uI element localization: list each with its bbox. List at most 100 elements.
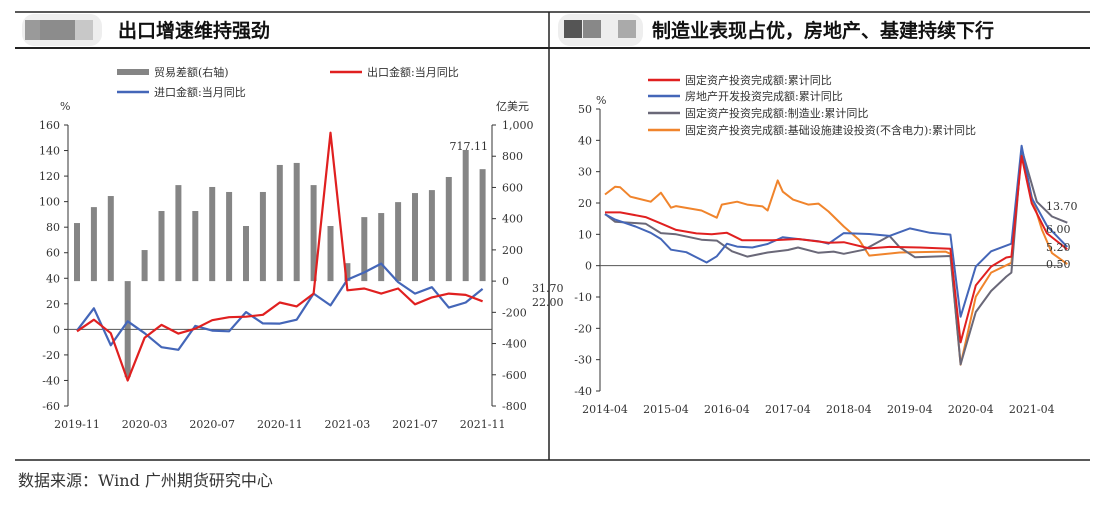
- bar-trade-balance: [327, 226, 334, 282]
- bar-trade-balance: [158, 211, 165, 282]
- right-chart-plot: 50 40 30 20 10 0 -10 -20 -30 -40 2014-04 2015-04 201…: [574, 103, 1077, 416]
- legend-label-infrastructure: 固定资产投资完成额:基础设施建设投资(不含电力):累计同比: [685, 123, 976, 137]
- y-tick-label: 10: [578, 228, 592, 241]
- y-tick-label: -20: [574, 322, 592, 335]
- y-tick-label-left: 60: [46, 247, 60, 260]
- y-tick-label-left: 120: [39, 170, 60, 183]
- right-legend: 固定资产投资完成额:累计同比 房地产开发投资完成额:累计同比 固定资产投资完成额…: [648, 73, 976, 137]
- y-tick-label: 40: [578, 134, 592, 147]
- bar-trade-balance: [259, 191, 266, 282]
- y-tick-label-left: 20: [46, 298, 60, 311]
- y-tick-label-right: -400: [502, 338, 527, 351]
- legend-label-manufacturing: 固定资产投资完成额:制造业:累计同比: [685, 106, 868, 120]
- right-chart-y-unit: %: [596, 94, 606, 107]
- x-tick-label: 2020-04: [948, 403, 994, 416]
- y-tick-label-left: 100: [39, 196, 60, 209]
- right-y-unit: 亿美元: [496, 100, 529, 113]
- y-tick-label-left: 80: [46, 221, 60, 234]
- source-note: 数据来源：Wind 广州期货研究中心: [18, 471, 273, 490]
- bar-trade-balance: [74, 223, 80, 282]
- legend-label-export: 出口金额:当月同比: [367, 65, 459, 79]
- bar-trade-balance: [344, 263, 351, 282]
- frame: [15, 11, 1090, 461]
- x-tick-label: 2021-07: [392, 418, 438, 431]
- line-real-estate: [604, 144, 1069, 318]
- x-tick-label: 2016-04: [704, 403, 750, 416]
- bar-trade-balance: [479, 169, 486, 282]
- x-tick-label: 2020-11: [257, 418, 303, 431]
- end-label: 13.70: [1046, 200, 1078, 213]
- legend-label-trade-balance: 贸易差额(右轴): [154, 65, 229, 79]
- bar-trade-balance: [175, 185, 182, 282]
- bar-trade-balance: [90, 207, 97, 282]
- y-tick-label-right: 0: [502, 275, 509, 288]
- end-label: 6.00: [1046, 223, 1071, 236]
- y-tick-label-left: 0: [53, 323, 60, 336]
- bar-trade-balance: [462, 149, 469, 282]
- bar-trade-balance: [378, 213, 385, 282]
- line-infrastructure: [604, 150, 1068, 366]
- line-manufacturing: [604, 147, 1068, 366]
- y-tick-label-left: 40: [46, 272, 60, 285]
- right-chart-title: 制造业表现占优，房地产、基建持续下行: [652, 19, 994, 42]
- y-tick-label-right: 600: [502, 181, 523, 194]
- bar-trade-balance: [395, 202, 402, 282]
- right-logo: [558, 14, 643, 46]
- x-tick-label: 2019-04: [887, 403, 933, 416]
- x-tick-label: 2019-11: [54, 418, 100, 431]
- y-tick-label-left: 160: [39, 119, 60, 132]
- annotation-import-last: 31.70: [532, 282, 564, 295]
- left-y-unit: %: [60, 100, 70, 113]
- x-tick-label: 2017-04: [765, 403, 811, 416]
- legend-label-real-estate: 房地产开发投资完成额:累计同比: [685, 89, 843, 103]
- bar-trade-balance: [209, 186, 216, 282]
- bar-trade-balance: [412, 193, 418, 282]
- legend-swatch-trade-balance: [117, 69, 149, 75]
- y-tick-label-right: 800: [502, 150, 523, 163]
- x-tick-label: 2020-03: [122, 418, 168, 431]
- y-tick-label-left: -40: [42, 374, 60, 387]
- bar-trade-balance: [445, 176, 452, 282]
- annotation-export-last: 22.00: [532, 296, 564, 309]
- bar-trade-balance: [293, 162, 300, 282]
- line-export-yoy: [76, 131, 483, 382]
- bar-trade-balance: [192, 211, 199, 282]
- y-tick-label: 0: [585, 260, 592, 273]
- bar-trade-balance: [428, 190, 435, 282]
- y-tick-label-right: 400: [502, 213, 523, 226]
- bar-trade-balance: [243, 226, 249, 282]
- bar-trade-balance: [276, 164, 283, 282]
- y-tick-label: 30: [578, 166, 592, 179]
- left-chart-title: 出口增速维持强劲: [118, 19, 270, 42]
- legend-label-import: 进口金额:当月同比: [154, 85, 246, 99]
- line-import-yoy: [76, 262, 484, 351]
- left-logo: [22, 14, 102, 46]
- legend-label-fai: 固定资产投资完成额:累计同比: [685, 73, 832, 87]
- y-tick-label: 50: [578, 103, 592, 116]
- end-label: 0.50: [1046, 258, 1071, 271]
- y-tick-label-left: -60: [42, 400, 60, 413]
- y-tick-label: -10: [574, 291, 592, 304]
- y-tick-label-right: -600: [502, 369, 527, 382]
- x-tick-label: 2015-04: [643, 403, 689, 416]
- y-tick-label-right: -200: [502, 306, 527, 319]
- x-tick-label: 2020-07: [189, 418, 235, 431]
- end-label: 5.20: [1046, 241, 1071, 254]
- y-tick-label-right: -800: [502, 400, 527, 413]
- x-tick-label: 2021-04: [1009, 403, 1055, 416]
- bar-trade-balance: [107, 196, 114, 282]
- bar-trade-balance: [141, 250, 148, 282]
- x-tick-label: 2021-11: [460, 418, 506, 431]
- left-chart-plot: 160140120100806040200-20-40-601,00080060…: [39, 119, 564, 431]
- y-tick-label-right: 1,000: [502, 119, 534, 132]
- bar-trade-balance: [361, 217, 368, 282]
- bar-trade-balance: [226, 191, 233, 282]
- x-tick-label: 2018-04: [826, 403, 872, 416]
- x-tick-label: 2021-03: [325, 418, 371, 431]
- y-tick-label: 20: [578, 197, 592, 210]
- y-tick-label: -40: [574, 385, 592, 398]
- y-tick-label-left: 140: [39, 145, 60, 158]
- y-tick-label: -30: [574, 354, 592, 367]
- bar-trade-balance: [310, 185, 317, 282]
